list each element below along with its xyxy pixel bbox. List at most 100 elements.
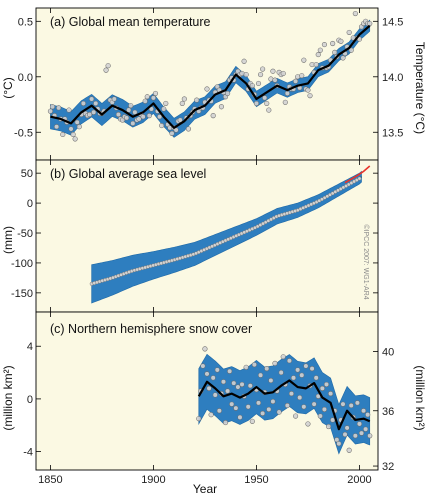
y-tick-label: 50 <box>21 168 33 180</box>
x-tick-label: 1950 <box>244 474 268 486</box>
annual-point <box>89 96 95 102</box>
annual-point <box>301 404 307 410</box>
panel-global-average-sea-level: 50 0 -50 -100 -150 <box>11 159 379 313</box>
annual-point <box>148 106 154 112</box>
panel-a-title: (a) Global mean temperature <box>50 15 211 29</box>
annual-point <box>303 363 309 369</box>
annual-point <box>177 117 183 123</box>
annual-point <box>346 29 352 35</box>
annual-point <box>185 126 192 132</box>
reconstruction-beads <box>89 176 362 286</box>
annual-point <box>276 409 282 415</box>
annual-point <box>299 372 305 378</box>
annual-point <box>262 95 268 101</box>
annual-point <box>150 95 157 101</box>
annual-point <box>264 100 270 106</box>
annual-point <box>124 115 130 121</box>
annual-point <box>76 124 82 130</box>
annual-point <box>266 406 272 413</box>
annual-point <box>270 68 276 74</box>
annual-point <box>243 364 249 370</box>
plot-frame-c <box>35 311 379 471</box>
y-tick-label: 0.5 <box>18 16 33 28</box>
annual-point <box>144 94 150 100</box>
satellite-altimetry-line <box>344 165 371 184</box>
annual-point <box>204 86 210 92</box>
annual-point <box>146 113 152 119</box>
annual-point <box>68 126 74 132</box>
annual-point <box>140 114 146 120</box>
annual-point <box>299 73 305 79</box>
annual-point <box>80 100 86 106</box>
annual-point <box>103 67 109 73</box>
annual-point <box>288 391 295 397</box>
annual-point <box>54 124 60 130</box>
annual-point <box>227 368 233 374</box>
annual-point <box>210 375 216 381</box>
annual-point <box>338 38 344 44</box>
y-tick-label: 0 <box>27 394 33 406</box>
annual-point <box>251 362 257 368</box>
annual-point <box>315 52 321 58</box>
annual-point <box>330 40 336 47</box>
annual-point <box>313 62 319 68</box>
annual-point <box>169 130 175 136</box>
y2-tick-label: 14.0 <box>382 72 403 84</box>
annual-point <box>115 111 121 118</box>
annual-point <box>301 57 307 63</box>
annual-point <box>264 366 270 372</box>
annual-point <box>152 90 159 97</box>
y-tick-label: 0 <box>27 198 33 210</box>
annual-point <box>295 367 301 373</box>
annual-point <box>210 113 216 119</box>
annual-point <box>334 437 340 443</box>
x-tick-label: 2000 <box>347 474 371 486</box>
annual-point <box>340 55 346 61</box>
annual-point <box>290 375 297 381</box>
annual-point <box>367 20 373 27</box>
annual-point <box>309 366 315 372</box>
annual-point <box>241 58 247 64</box>
smoothed-line-c <box>197 379 371 431</box>
annual-point <box>255 80 262 87</box>
annual-point <box>305 421 311 427</box>
y2-tick-label: 36 <box>382 406 394 418</box>
annual-point <box>72 136 78 142</box>
annual-point <box>286 358 292 364</box>
annual-point <box>257 372 264 378</box>
annual-point <box>282 99 288 105</box>
annual-point <box>352 10 358 17</box>
y-tick-label: -100 <box>11 258 33 270</box>
y-tick-label: -0.5 <box>14 127 33 139</box>
panel-c-ylabel-left: (million km²) <box>1 365 15 430</box>
annual-point <box>91 109 97 115</box>
annual-point <box>214 367 220 373</box>
annual-point <box>231 380 237 386</box>
panel-c-title: (c) Northern hemisphere snow cover <box>50 322 252 336</box>
plot-area-b <box>36 160 378 312</box>
annual-point <box>317 47 323 53</box>
annual-point <box>237 414 243 420</box>
annual-point <box>225 388 231 394</box>
panel-b-ylabel-left: (mm) <box>1 226 15 254</box>
annual-point <box>321 42 328 48</box>
annual-point <box>245 404 251 410</box>
annual-point <box>332 49 338 55</box>
annual-point <box>202 346 208 352</box>
annual-point <box>93 100 99 106</box>
annual-point <box>284 402 290 409</box>
annual-point <box>225 90 231 97</box>
panel-b-title: (b) Global average sea level <box>50 167 206 181</box>
uncertainty-band-c <box>198 353 371 455</box>
annual-point <box>181 96 187 102</box>
y-tick-label: -150 <box>11 288 33 300</box>
annual-point <box>363 426 369 432</box>
annual-point <box>239 381 245 387</box>
annual-point <box>49 104 56 110</box>
annual-point <box>47 108 53 114</box>
annual-point <box>255 400 262 406</box>
annual-point <box>74 119 80 125</box>
annual-point <box>157 114 163 120</box>
